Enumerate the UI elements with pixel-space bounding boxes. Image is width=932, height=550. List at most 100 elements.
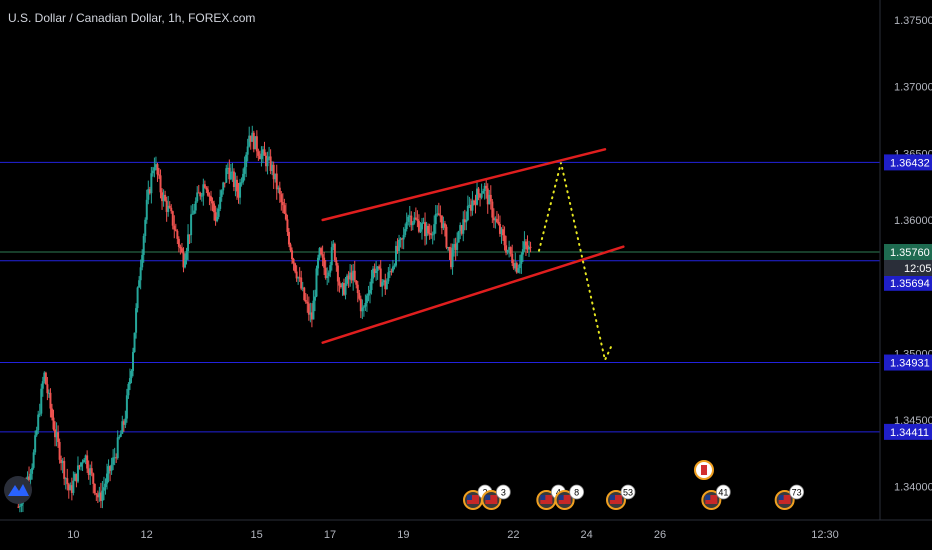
candle-body — [381, 282, 384, 287]
candle-body — [255, 136, 258, 152]
channel-upper-line[interactable] — [321, 148, 607, 222]
candle-body — [307, 303, 310, 315]
candle-body — [99, 492, 102, 501]
candle-body — [151, 170, 154, 174]
candle-body — [471, 200, 474, 211]
candle-body — [401, 238, 404, 240]
channel-lower-line[interactable] — [321, 245, 625, 344]
event-count-badge[interactable] — [715, 484, 731, 500]
candle-body — [118, 436, 121, 438]
candle-body — [313, 296, 316, 301]
time-tick-label: 15 — [251, 529, 263, 541]
candle-body — [405, 221, 408, 230]
candle-body — [294, 263, 297, 272]
candle-body — [41, 381, 44, 389]
candle-body — [174, 229, 177, 231]
candle-body — [47, 392, 50, 394]
candle-body — [520, 254, 523, 264]
candle-body — [125, 395, 128, 419]
candle-body — [410, 215, 413, 226]
candle-body — [145, 199, 148, 220]
candle-body — [139, 267, 142, 281]
price-label-text: 1.34411 — [890, 427, 929, 439]
candle-body — [113, 457, 116, 459]
candle-body — [396, 245, 399, 251]
candle-body — [315, 268, 318, 297]
trend-drawings — [321, 148, 625, 364]
maple-leaf-mark — [701, 465, 707, 475]
candle-body — [445, 226, 448, 248]
price-label-text: 1.35760 — [890, 247, 930, 259]
candle-body — [468, 204, 471, 206]
candle-body — [442, 223, 445, 229]
candle-body — [310, 312, 313, 320]
candle-body — [231, 171, 234, 173]
candle-body — [205, 187, 208, 190]
candle-body — [286, 219, 289, 232]
time-axis[interactable]: 10 12 15 17 19 22 24 26 12:30 — [67, 529, 839, 541]
candle-body — [512, 263, 515, 269]
candle-body — [498, 223, 501, 234]
projection-path[interactable] — [538, 162, 614, 364]
candle-body — [500, 229, 503, 234]
flag-stripes — [610, 495, 622, 504]
candle-body — [462, 219, 465, 234]
candle-body — [271, 164, 274, 171]
candle-body — [362, 306, 365, 308]
candle-body — [229, 172, 232, 180]
candle-body — [245, 154, 248, 167]
candle-body — [521, 249, 524, 255]
candle-body — [394, 245, 397, 266]
candle-body — [90, 468, 93, 474]
candle-body — [127, 383, 130, 396]
candle-body — [318, 248, 321, 258]
event-count-badge[interactable] — [789, 484, 805, 500]
candle-body — [398, 239, 401, 251]
candle-body — [275, 173, 278, 190]
candle-body — [393, 265, 396, 267]
candle-body — [387, 272, 390, 282]
candle-body — [161, 192, 164, 202]
candle-body — [29, 473, 32, 480]
event-markers[interactable]: 2348534173 — [463, 460, 805, 510]
candle-body — [257, 151, 260, 156]
candle-body — [115, 457, 118, 459]
time-tick-label: 12 — [141, 529, 153, 541]
candle-body — [135, 308, 138, 333]
tradingview-logo[interactable] — [4, 476, 32, 504]
candle-body — [456, 242, 459, 250]
candle-body — [341, 283, 344, 288]
flag-canton — [485, 495, 491, 500]
candle-body — [306, 301, 309, 304]
candle-body — [359, 298, 362, 312]
candle-body — [385, 281, 388, 290]
horizontal-levels — [0, 161, 880, 433]
candle-body — [190, 214, 193, 236]
candle-body — [61, 460, 64, 464]
candle-body — [431, 234, 434, 236]
candle-body — [49, 392, 52, 409]
candle-body — [277, 187, 280, 190]
candle-body — [60, 459, 63, 464]
candle-body — [40, 388, 43, 414]
event-count-badge[interactable] — [569, 484, 585, 500]
candle-body — [483, 185, 486, 191]
event-count-badge[interactable] — [620, 484, 636, 500]
flag-stripes — [540, 495, 553, 504]
candle-body — [239, 182, 242, 198]
event-count-badge[interactable] — [495, 484, 511, 500]
candle-body — [482, 190, 485, 194]
candle-body — [50, 408, 53, 418]
candle-body — [278, 187, 281, 195]
candle-body — [474, 200, 477, 205]
candle-body — [492, 217, 495, 221]
candle-body — [128, 378, 131, 384]
price-tick-label: 1.36000 — [894, 215, 932, 227]
candle-body — [466, 205, 469, 220]
flag-canton — [558, 495, 564, 500]
price-label-text: 1.35694 — [890, 278, 930, 290]
candle-body — [384, 280, 387, 290]
event-count-text: 53 — [623, 488, 633, 498]
candle-body — [110, 464, 113, 471]
